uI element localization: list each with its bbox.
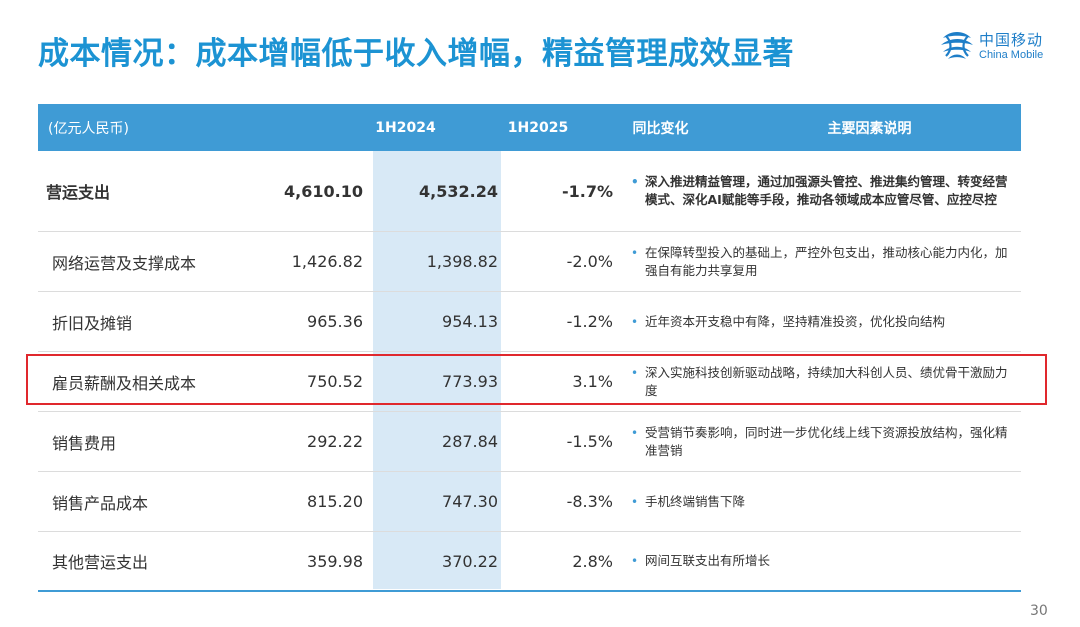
table-row: 销售产品成本 815.20 747.30 -8.3% • 手机终端销售下降 — [38, 472, 1021, 532]
row-item: 折旧及摊销 — [52, 313, 133, 333]
table-row: 网络运营及支撑成本 1,426.82 1,398.82 -2.0% • 在保障转型… — [38, 232, 1021, 292]
row-yoy: 3.1% — [572, 372, 613, 391]
header-1h2025: 1H2025 — [507, 119, 569, 136]
china-mobile-logo: 中国移动 China Mobile — [938, 27, 1063, 67]
row-1h2025: 773.93 — [442, 372, 498, 391]
table-row: 其他营运支出 359.98 370.22 2.8% • 网间互联支出有所增长 — [38, 532, 1021, 592]
china-mobile-logo-icon — [941, 32, 973, 59]
row-1h2025: 1,398.82 — [426, 252, 498, 271]
highlight-column-1h2025 — [373, 151, 501, 589]
row-item: 雇员薪酬及相关成本 — [52, 373, 197, 393]
row-yoy: -1.7% — [561, 181, 613, 201]
table-row: 销售费用 292.22 287.84 -1.5% • 受营销节奏影响，同时进一步优… — [38, 412, 1021, 472]
logo-text-en: China Mobile — [979, 49, 1044, 61]
row-note: 深入推进精益管理，通过加强源头管控、推进集约管理、转变经营模式、深化AI赋能等手… — [645, 174, 1008, 207]
row-item: 其他营运支出 — [52, 553, 149, 572]
bullet-icon: • — [631, 314, 639, 329]
header-1h2024: 1H2024 — [375, 119, 436, 136]
table-row: 雇员薪酬及相关成本 750.52 773.93 3.1% • 深入实施科技创新驱动… — [38, 352, 1021, 412]
row-note: 在保障转型投入的基础上，严控外包支出，推动核心能力内化，加强自有能力共享复用 — [645, 244, 1008, 278]
row-1h2024: 965.36 — [307, 312, 363, 331]
bullet-icon: • — [631, 365, 639, 380]
bullet-icon: • — [631, 175, 639, 189]
logo-text-cn: 中国移动 — [979, 31, 1044, 49]
row-1h2025: 4,532.24 — [419, 181, 498, 201]
page-title: 成本情况：成本增幅低于收入增幅，精益管理成效显著 — [38, 36, 794, 72]
bullet-icon: • — [631, 494, 639, 509]
row-1h2024: 815.20 — [307, 492, 363, 511]
row-yoy: -2.0% — [566, 252, 613, 271]
bullet-icon: • — [631, 425, 639, 440]
row-1h2025: 370.22 — [442, 551, 498, 571]
row-1h2025: 287.84 — [442, 432, 498, 451]
table-header: (亿元人民币) 1H2024 1H2025 同比变化 主要因素说明 — [38, 104, 1021, 151]
row-yoy: -8.3% — [566, 492, 613, 511]
row-yoy: -1.5% — [566, 432, 613, 451]
row-item: 网络运营及支撑成本 — [52, 253, 197, 273]
header-factors: 主要因素说明 — [827, 120, 912, 137]
row-1h2024: 750.52 — [307, 372, 363, 391]
row-1h2024: 292.22 — [307, 432, 363, 451]
page-number: 30 — [1030, 603, 1048, 619]
row-1h2024: 4,610.10 — [284, 181, 363, 201]
table-row: 折旧及摊销 965.36 954.13 -1.2% • 近年资本开支稳中有降，坚持… — [38, 292, 1021, 352]
bullet-icon: • — [631, 245, 639, 260]
row-note: 近年资本开支稳中有降，坚持精准投资，优化投向结构 — [645, 313, 946, 329]
highlight-box-employee-cost — [26, 354, 1047, 405]
row-note: 手机终端销售下降 — [645, 493, 746, 509]
header-yoy: 同比变化 — [632, 120, 689, 137]
row-1h2024: 359.98 — [307, 551, 363, 571]
row-1h2025: 747.30 — [442, 492, 498, 511]
row-item: 销售费用 — [52, 433, 117, 453]
row-item: 销售产品成本 — [52, 493, 149, 513]
row-yoy: -1.2% — [566, 312, 613, 331]
row-note: 深入实施科技创新驱动战略，持续加大科创人员、绩优骨干激励力度 — [645, 364, 1008, 398]
row-note: 受营销节奏影响，同时进一步优化线上线下资源投放结构，强化精准营销 — [645, 424, 1008, 458]
cost-table: (亿元人民币) 1H2024 1H2025 同比变化 主要因素说明 营运支出 4… — [38, 104, 1021, 592]
row-yoy: 2.8% — [572, 551, 613, 571]
row-1h2024: 1,426.82 — [291, 252, 363, 271]
row-1h2025: 954.13 — [442, 312, 498, 331]
row-item: 营运支出 — [46, 183, 111, 202]
bullet-icon: • — [631, 554, 639, 568]
table-row: 营运支出 4,610.10 4,532.24 -1.7% • 深入推进精益管理，通… — [38, 151, 1021, 232]
row-note: 网间互联支出有所增长 — [645, 553, 771, 568]
header-unit: (亿元人民币) — [48, 120, 129, 137]
